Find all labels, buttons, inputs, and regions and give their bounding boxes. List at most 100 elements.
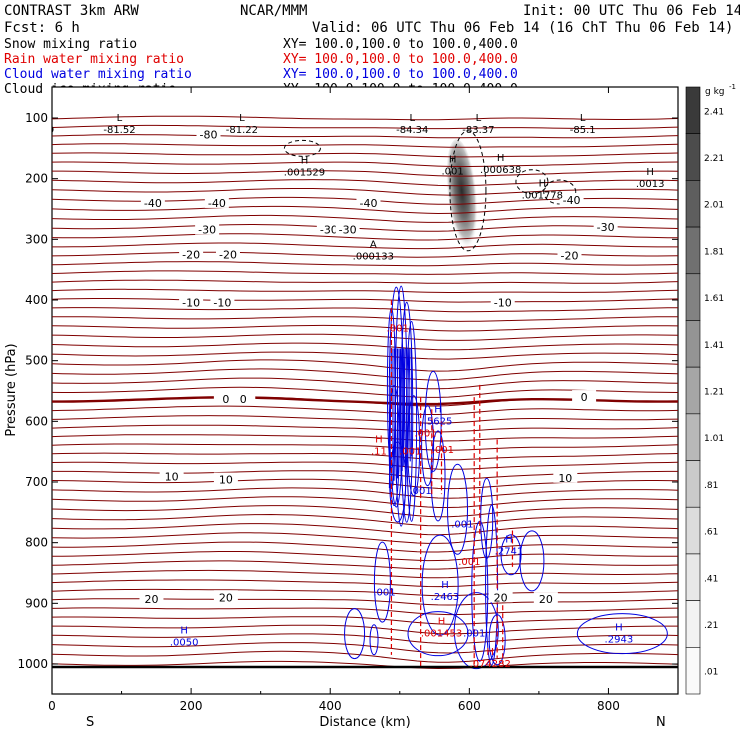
field-xy-2: XY= 100.0,100.0 to 100.0,400.0: [283, 67, 518, 82]
cloud-water-core-line: [393, 348, 397, 481]
rain-extremum-value: .001: [458, 557, 480, 568]
rain-extremum-mark: H: [486, 647, 494, 658]
colorbar-swatch: [685, 226, 701, 275]
extrema-labels: L-82.09L-81.52L-81.22L-84.34L-83.37L-85.…: [22, 113, 664, 670]
isotherm-label: -30: [320, 224, 338, 237]
isotherm-line: [52, 624, 678, 635]
rain-contours: [390, 300, 514, 668]
temperature-extremum-value: -81.52: [103, 125, 135, 136]
isotherm-line: [52, 143, 678, 148]
isotherm-label: 10: [558, 472, 572, 485]
isotherm-label: 20: [539, 593, 553, 606]
isotherm-line: [52, 205, 678, 215]
temperature-extremum-mark: L: [476, 113, 482, 124]
colorbar-label: .81: [704, 481, 718, 491]
snow-contour: [449, 130, 487, 252]
rain-extremum-value: .11: [371, 447, 387, 458]
cloud-water-extremum-value: .0050: [170, 638, 199, 649]
cloud-water-contour: [388, 286, 404, 508]
x-tick-label: 400: [319, 699, 342, 713]
y-tick-label: 300: [25, 232, 48, 246]
snow-extremum-mark: H: [539, 179, 547, 190]
isotherm-line: [52, 179, 678, 187]
colorbar-swatch: [685, 133, 701, 181]
isotherm-line: [52, 513, 678, 527]
isotherm-line: [52, 342, 678, 351]
snow-extremum-mark: H: [301, 156, 309, 167]
y-tick-label: 100: [25, 111, 48, 125]
colorbar-unit-exponent: -1: [729, 83, 736, 91]
cloud-water-extremum-value: .2741: [495, 547, 524, 558]
isotherm-line: [52, 124, 678, 130]
label-knockout: [179, 295, 204, 308]
label-knockout: [356, 195, 381, 208]
isotherm-labels: -80-40 -40 -40 -40-30 -30 -30 -30-20 -20 -20-10-…: [139, 127, 618, 606]
isotherm-label: -40: [359, 197, 377, 210]
label-knockout: [231, 391, 256, 404]
colorbar-label: .01: [704, 668, 718, 678]
isotherm-line: [52, 242, 678, 250]
temperature-extremum-value: -84.34: [396, 125, 428, 136]
colorbar-label: 1.21: [704, 388, 724, 398]
isotherm-label: -20: [561, 250, 579, 263]
cloud-water-extremum-value: .2463: [431, 592, 460, 603]
field-name-0: Snow mixing ratio: [4, 37, 137, 52]
cloud-ice-blob: [446, 139, 479, 255]
center-label: NCAR/MMM: [240, 3, 307, 19]
colorbar-label: 1.41: [704, 341, 724, 351]
cloud-water-extremum-mark: H: [505, 535, 513, 546]
field-name-2: Cloud water mixing ratio: [4, 67, 192, 82]
y-tick-label: 800: [25, 536, 48, 550]
isotherm-line: [52, 161, 678, 167]
label-knockout: [179, 247, 204, 260]
isotherm-line: [52, 650, 678, 663]
isotherm-label: 0: [222, 393, 229, 406]
rain-extremum-value: .001453: [421, 629, 462, 640]
x-axis: 0 200 400 600 800: [48, 87, 620, 713]
isotherm-line: [52, 115, 678, 121]
cloud-water-extremum-value: .001: [373, 587, 395, 598]
label-knockout: [159, 469, 184, 482]
cloud-water-contour: [407, 611, 469, 657]
isotherm-label: -30: [339, 224, 357, 237]
y-tick-label: 500: [25, 354, 48, 368]
cloud-water-core-line: [388, 348, 392, 489]
isotherm-line: [52, 316, 678, 322]
colorbar-label: .21: [704, 621, 718, 631]
isotherm-label: 10: [219, 474, 233, 487]
isotherm-line: [52, 270, 678, 275]
snow-contour: [283, 139, 321, 157]
cloud-water-extremum-value: .001: [410, 486, 432, 497]
temperature-isotherms: [52, 115, 678, 670]
cloud-water-contour: [400, 301, 414, 523]
label-knockout: [204, 195, 229, 208]
isotherm-label: -30: [198, 224, 216, 237]
field-xy-0: XY= 100.0,100.0 to 100.0,400.0: [283, 37, 518, 52]
colorbar: 2.41 2.21 2.01 1.81 1.61 1.41 1.21 1.01 .81 .61 .4…: [685, 86, 724, 695]
label-knockout: [553, 470, 578, 483]
isotherm-label: 0: [240, 393, 247, 406]
cloud-water-contour: [488, 614, 506, 666]
colorbar-label: 1.81: [704, 247, 724, 257]
isotherm-line: [52, 642, 678, 654]
label-knockout: [213, 472, 238, 485]
field-name-1: Rain water mixing ratio: [4, 52, 184, 67]
y-axis-title: Pressure (hPa): [4, 343, 19, 436]
y-tick-label: 700: [25, 475, 48, 489]
colorbar-label: 1.01: [704, 434, 724, 444]
colorbar-swatch: [685, 273, 701, 321]
label-knockout: [572, 390, 597, 403]
snow-extremum-value: .001: [442, 166, 464, 177]
isotherm-line: [52, 443, 678, 451]
isotherm-label: 20: [219, 591, 233, 604]
temperature-extremum-mark: L: [117, 113, 123, 124]
colorbar-label: .41: [704, 574, 718, 584]
label-knockout: [490, 295, 515, 308]
isotherm-line: [52, 261, 678, 267]
label-knockout: [533, 592, 558, 605]
temperature-extremum-value: -82.09: [22, 125, 54, 136]
colorbar-label: 2.01: [704, 201, 724, 211]
rain-extremum-value: .001: [432, 445, 454, 456]
cloud-water-contour: [430, 430, 446, 522]
label-knockout: [316, 222, 341, 235]
